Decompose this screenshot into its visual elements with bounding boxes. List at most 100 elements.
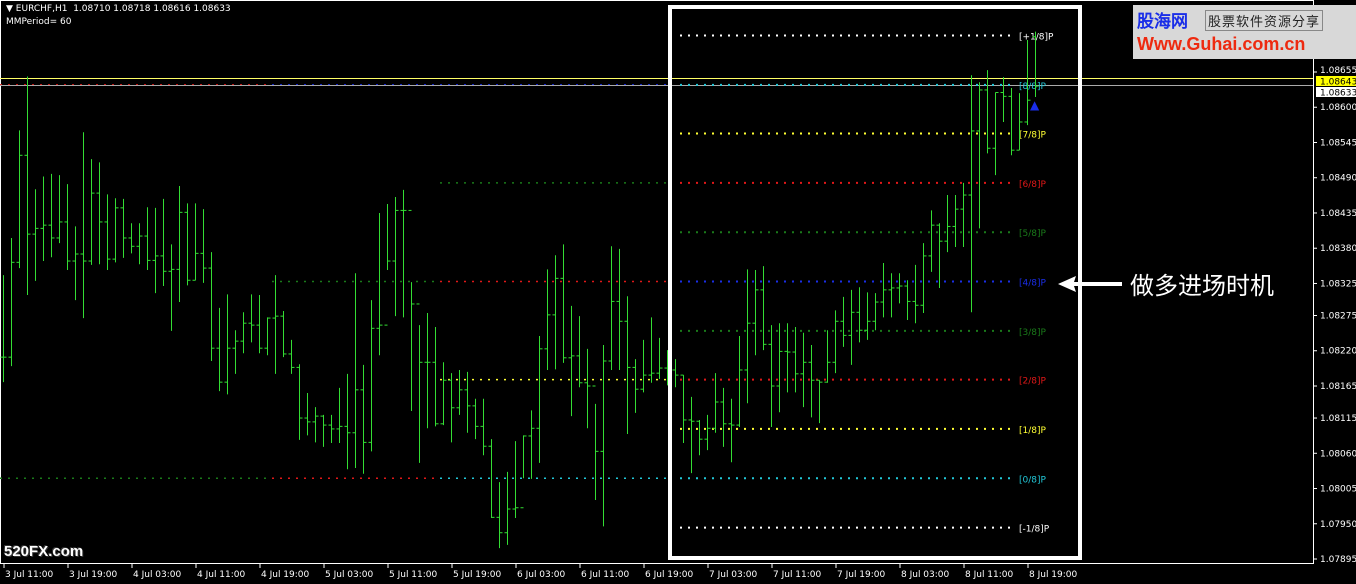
ohlc-bar (576, 316, 583, 388)
price-axis-label: 1.08060 (1320, 449, 1356, 459)
ohlc-bar (536, 336, 543, 463)
ohlc-bar (480, 398, 487, 456)
time-axis-label: 5 Jul 03:00 (325, 570, 374, 580)
time-axis-label: 8 Jul 19:00 (1029, 570, 1078, 580)
ohlc-bar (792, 327, 799, 393)
ohlc-bar (976, 82, 983, 229)
murrey-level-label: [1/8]P (1019, 426, 1047, 436)
logo-url: Www.Guhai.com.cn (1137, 34, 1306, 54)
ohlc-bar (888, 273, 895, 318)
up-arrow-icon: ▲ (1030, 98, 1040, 112)
ohlc-bar (904, 280, 911, 320)
logo-name: 股海网 (1137, 12, 1188, 32)
ohlc-bar (88, 159, 95, 265)
ohlc-bar (56, 175, 63, 244)
ohlc-bar (608, 246, 615, 370)
ohlc-bar (432, 327, 439, 427)
time-axis-label: 4 Jul 19:00 (261, 570, 310, 580)
ohlc-bar (224, 294, 231, 395)
arrow-left-icon (1058, 276, 1122, 292)
ohlc-bar (16, 130, 23, 269)
ohlc-bar (160, 198, 167, 287)
ohlc-bar (368, 300, 375, 452)
ohlc-bar (328, 414, 335, 444)
ohlc-bar (544, 269, 551, 370)
collapse-triangle-icon[interactable]: ▼ (6, 4, 16, 14)
ohlc-bar (312, 407, 319, 443)
ohlc-bar (704, 414, 711, 451)
ohlc-bar (848, 289, 855, 365)
time-axis-label: 4 Jul 11:00 (197, 570, 246, 580)
ohlc-bar (1000, 77, 1007, 122)
ohlc-bar (424, 312, 431, 429)
ohlc-bar (400, 189, 407, 318)
ohlc-bar (560, 244, 567, 363)
ohlc-bar (352, 273, 359, 469)
murrey-level-label: [3/8]P (1019, 328, 1047, 338)
ohlc-bar (128, 223, 135, 254)
ohlc-bar (696, 419, 703, 456)
price-axis-label: 1.08115 (1320, 414, 1356, 424)
ohlc-bar (824, 330, 831, 383)
ohlc-bar (144, 207, 151, 271)
ask-price-label: 1.08643 (1320, 78, 1356, 88)
ohlc-bar (528, 410, 535, 479)
ohlc-bar (232, 330, 239, 374)
symbol-label: EURCHF,H1 (15, 4, 68, 14)
bid-price-marker (1316, 87, 1356, 97)
murrey-level-label: [6/8]P (1019, 180, 1047, 190)
price-axis-label: 1.08490 (1320, 174, 1356, 184)
price-axis-label: 1.07950 (1320, 520, 1356, 530)
price-axis-label: 1.08220 (1320, 347, 1356, 357)
ohlc-bar (728, 398, 735, 463)
ohlc-bar (800, 332, 807, 408)
time-axis-label: 3 Jul 19:00 (69, 570, 118, 580)
price-axis-label: 1.08165 (1320, 382, 1356, 392)
ohlc-bar (1008, 88, 1015, 156)
guhai-logo: 股海网 股票软件资源分享 Www.Guhai.com.cn (1133, 5, 1356, 59)
ohlc-bar (296, 364, 303, 440)
ohlc-bar (136, 223, 143, 265)
chart-header: ▼ EURCHF,H1 1.08710 1.08718 1.08616 1.08… (6, 4, 231, 14)
ohlc-bar (168, 244, 175, 331)
ohlc-bar (96, 162, 103, 265)
ohlc-bar (968, 75, 975, 313)
ohlc-bar (512, 441, 519, 518)
price-axis-label: 1.08600 (1320, 103, 1356, 113)
price-axis-label: 1.07895 (1320, 555, 1356, 565)
ohlc-bar (984, 70, 991, 154)
time-axis-label: 5 Jul 19:00 (453, 570, 502, 580)
price-axis-label: 1.08275 (1320, 312, 1356, 322)
ohlc-bar (736, 336, 743, 428)
ohlc-bar (680, 374, 687, 444)
ohlc-bar (624, 296, 631, 435)
ohlc-bar (640, 339, 647, 393)
ohlc-bar (448, 373, 455, 443)
bid-price-label: 1.08633 (1320, 89, 1356, 99)
ohlc-bar (584, 348, 591, 429)
ohlc-bar (592, 385, 599, 501)
indicator-label: MMPeriod= 60 (6, 17, 72, 27)
ohlc-bar (1016, 93, 1023, 151)
ohlc-bar (672, 359, 679, 388)
murrey-level-label: [2/8]P (1019, 377, 1047, 387)
time-axis-label: 6 Jul 03:00 (517, 570, 566, 580)
ohlc-bar (504, 471, 511, 545)
ohlc-bar (64, 184, 71, 271)
time-axis-label: 5 Jul 11:00 (389, 570, 438, 580)
ohlc-bar (200, 209, 207, 283)
ohlc-bar (464, 371, 471, 433)
ohlc-bar (376, 212, 383, 356)
ohlc-bar (520, 435, 527, 509)
ohlc-bar (896, 273, 903, 304)
ohlc-bar (632, 359, 639, 413)
ohlc-bar (616, 248, 623, 370)
ohlc-bar (72, 226, 79, 301)
time-axis-label: 6 Jul 11:00 (581, 570, 630, 580)
ohlc-bar (48, 173, 55, 258)
ohlc-bar (256, 294, 263, 354)
ohlc-bar (808, 344, 815, 418)
ohlc-bar (960, 182, 967, 247)
ohlc-bar (952, 195, 959, 247)
